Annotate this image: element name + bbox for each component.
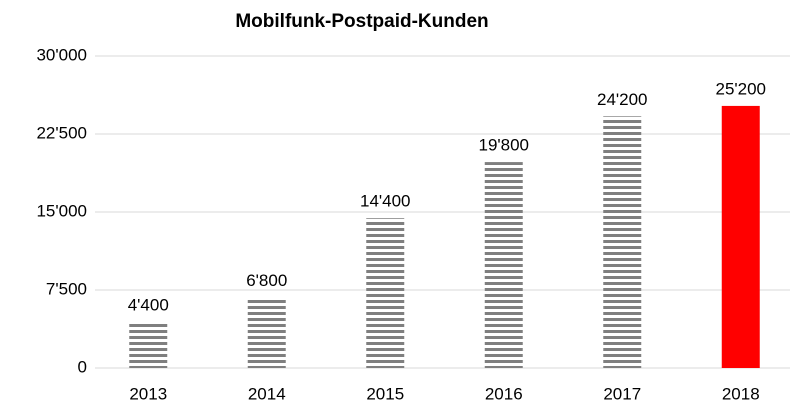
bar: [129, 322, 168, 368]
y-tick-label: 30'000: [36, 45, 87, 64]
bar: [247, 297, 286, 368]
x-tick-label: 2015: [366, 384, 404, 403]
x-tick-label: 2017: [603, 384, 641, 403]
y-tick-label: 22'500: [36, 123, 87, 142]
bar: [484, 162, 523, 368]
value-label: 14'400: [360, 192, 411, 211]
x-tick-label: 2014: [248, 384, 286, 403]
value-label: 24'200: [597, 90, 648, 109]
value-label: 6'800: [246, 271, 287, 290]
value-label: 19'800: [478, 136, 529, 155]
x-tick-label: 2013: [129, 384, 167, 403]
chart-title: Mobilfunk-Postpaid-Kunden: [235, 11, 488, 32]
x-tick-label: 2018: [722, 384, 760, 403]
value-label: 4'400: [128, 296, 169, 315]
x-tick-label: 2016: [485, 384, 523, 403]
y-tick-label: 15'000: [36, 201, 87, 220]
y-tick-label: 7'500: [46, 279, 87, 298]
bar: [721, 105, 760, 369]
bar: [366, 218, 405, 368]
bar: [603, 116, 642, 368]
value-label: 25'200: [715, 79, 766, 98]
y-tick-label: 0: [78, 357, 87, 376]
